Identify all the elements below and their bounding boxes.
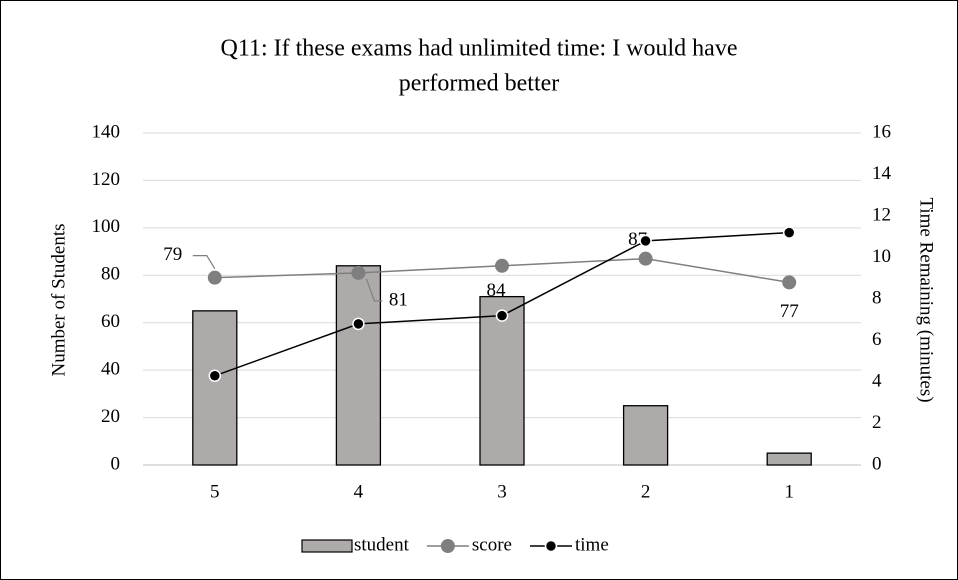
- marker: [351, 265, 366, 280]
- y-tick-label: 20: [101, 406, 120, 427]
- y2-tick-label: 10: [872, 246, 891, 267]
- x-tick-label: 1: [784, 481, 794, 502]
- x-tick-label: 3: [497, 481, 507, 502]
- bar: [335, 265, 382, 466]
- marker: [782, 226, 796, 239]
- legend-swatch: [440, 539, 455, 553]
- x-tick-label: 2: [641, 481, 651, 502]
- y2-tick-label: 0: [872, 453, 882, 474]
- chart-title: Q11: If these exams had unlimited time: …: [221, 36, 738, 62]
- chart-title: performed better: [399, 71, 560, 97]
- leader-line: [365, 278, 383, 302]
- data-label: 77: [780, 301, 799, 322]
- data-label: 79: [163, 244, 182, 265]
- y-tick-label: 100: [92, 216, 121, 237]
- legend-swatch: [544, 539, 558, 553]
- y2-axis-title: Time Remaining (minutes): [916, 197, 937, 402]
- marker: [207, 270, 222, 285]
- y-tick-label: 80: [101, 264, 120, 285]
- bar: [622, 405, 669, 466]
- data-label: 84: [487, 280, 507, 301]
- marker: [639, 234, 652, 248]
- legend-label: student: [354, 534, 410, 555]
- x-tick-label: 5: [210, 481, 220, 502]
- data-label: 81: [389, 289, 408, 310]
- x-tick-label: 4: [354, 481, 364, 502]
- bar: [766, 452, 812, 466]
- marker: [782, 275, 797, 290]
- bar: [192, 310, 238, 466]
- y2-tick-label: 2: [872, 412, 882, 433]
- y2-tick-label: 4: [872, 370, 882, 391]
- y-tick-label: 140: [92, 121, 121, 142]
- leader-line: [192, 255, 216, 269]
- marker: [495, 258, 509, 273]
- y-tick-label: 0: [111, 453, 121, 474]
- y2-tick-label: 16: [872, 121, 891, 142]
- marker: [638, 251, 653, 266]
- y-tick-label: 40: [101, 359, 120, 380]
- legend-swatch: [301, 539, 353, 553]
- marker: [495, 309, 509, 322]
- legend-label: score: [472, 534, 512, 555]
- legend-label: time: [575, 534, 609, 555]
- y-tick-label: 120: [92, 169, 121, 190]
- y-tick-label: 60: [101, 311, 120, 332]
- y2-tick-label: 14: [872, 163, 892, 184]
- y2-tick-label: 8: [872, 287, 882, 308]
- y-axis-title: Number of Students: [48, 223, 69, 376]
- y2-tick-label: 6: [872, 329, 882, 350]
- marker: [208, 369, 222, 383]
- bar: [479, 295, 525, 466]
- marker: [352, 317, 365, 331]
- y2-tick-label: 12: [872, 204, 891, 225]
